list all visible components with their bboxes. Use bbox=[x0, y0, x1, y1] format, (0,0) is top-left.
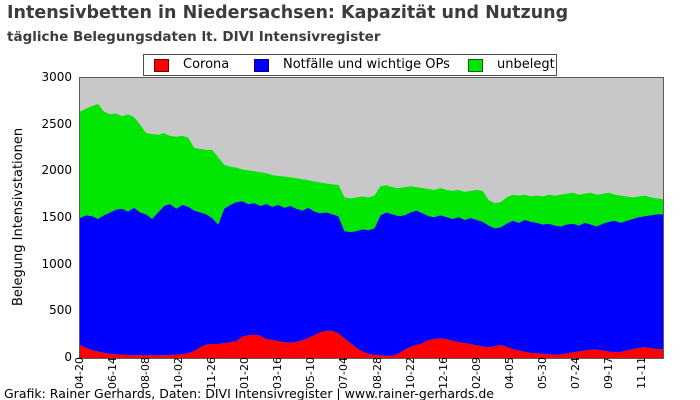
plot-area bbox=[79, 77, 664, 359]
area-corona bbox=[80, 330, 663, 358]
y-tick-label: 500 bbox=[49, 303, 72, 318]
y-tick-label: 1000 bbox=[41, 256, 72, 271]
x-tick-label: 01-20 bbox=[238, 357, 252, 389]
x-tick-label: 08-08 bbox=[139, 357, 153, 389]
y-tick-label: 1500 bbox=[41, 210, 72, 224]
page-title: Intensivbetten in Niedersachsen: Kapazit… bbox=[7, 3, 569, 23]
area-notfaelle-ops bbox=[80, 201, 663, 356]
x-tick-label: 11-26 bbox=[205, 357, 219, 389]
page-subtitle: tägliche Belegungsdaten lt. DIVI Intensi… bbox=[7, 29, 381, 45]
x-tick-label: 07-24 bbox=[568, 357, 582, 389]
x-tick-label: 11-11 bbox=[634, 357, 648, 389]
legend-item-corona: Corona bbox=[154, 55, 229, 75]
legend-swatch-unbelegt-icon bbox=[468, 58, 483, 72]
stacked-area-chart bbox=[80, 104, 663, 358]
credits: Grafik: Rainer Gerhards, Daten: DIVI Int… bbox=[4, 386, 494, 400]
x-tick-label: 04-20 bbox=[73, 357, 86, 389]
x-tick-label: 08-28 bbox=[370, 357, 384, 389]
legend-label-unbelegt: unbelegt bbox=[497, 57, 555, 72]
legend-item-notfaelle: Notfälle und wichtige OPs bbox=[254, 55, 450, 75]
x-tick-label: 12-16 bbox=[436, 357, 450, 389]
x-tick-label: 10-22 bbox=[403, 357, 417, 389]
x-tick-label: 04-05 bbox=[502, 357, 516, 389]
legend-swatch-corona-icon bbox=[154, 58, 169, 72]
y-tick-label: 2000 bbox=[41, 163, 72, 178]
x-tick-label: 02-09 bbox=[469, 357, 483, 389]
x-tick-label: 09-17 bbox=[601, 357, 615, 389]
x-tick-label: 03-16 bbox=[271, 357, 285, 389]
x-tick-label: 06-14 bbox=[106, 357, 120, 389]
x-tick-label: 05-10 bbox=[304, 357, 318, 389]
x-tick-label: 10-02 bbox=[172, 357, 186, 389]
x-tick-label: 07-04 bbox=[337, 357, 351, 389]
legend-item-unbelegt: unbelegt bbox=[468, 55, 555, 75]
area-unbelegt bbox=[80, 104, 663, 232]
y-tick-label: 3000 bbox=[41, 70, 72, 84]
legend-swatch-notfaelle-icon bbox=[254, 58, 269, 72]
y-tick-label: 0 bbox=[64, 350, 72, 364]
x-tick-label: 05-30 bbox=[535, 357, 549, 389]
legend-label-notfaelle: Notfälle und wichtige OPs bbox=[283, 57, 450, 72]
legend-label-corona: Corona bbox=[183, 57, 230, 72]
legend: Corona Notfälle und wichtige OPs unbeleg… bbox=[143, 54, 557, 76]
y-tick-label: 2500 bbox=[41, 116, 72, 131]
